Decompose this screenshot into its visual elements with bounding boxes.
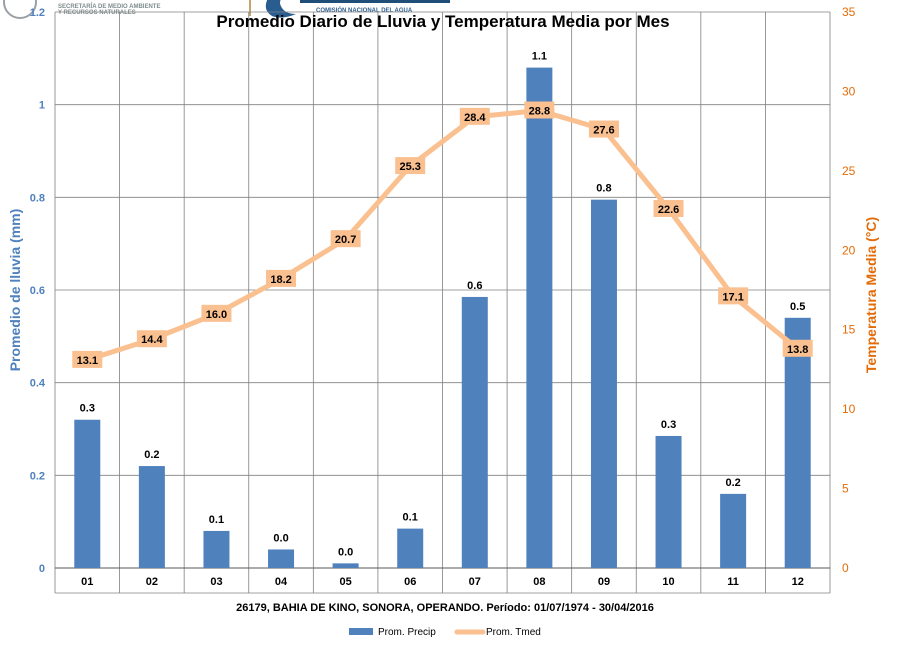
tmed-label-03: 16.0 [206, 309, 227, 321]
x-tick-05: 05 [340, 576, 352, 588]
bar-03 [203, 530, 230, 568]
bar-12 [784, 317, 811, 568]
bar-01 [74, 419, 101, 568]
bar-11 [720, 493, 747, 568]
y-right-axis-title: Temperatura Media (°C) [863, 217, 879, 373]
x-tick-08: 08 [533, 576, 545, 588]
x-tick-06: 06 [404, 576, 416, 588]
bar-07 [461, 296, 488, 568]
tmed-label-05: 20.7 [335, 234, 356, 246]
bar-label-05: 0.0 [338, 546, 353, 558]
conagua-subtitle: COMISIÓN NACIONAL DEL AGUA [316, 6, 413, 14]
x-tick-09: 09 [598, 576, 610, 588]
bar-label-02: 0.2 [144, 449, 159, 461]
tmed-label-11: 17.1 [722, 291, 743, 303]
conagua-emblem-icon [265, 0, 296, 18]
tmed-label-box-11 [718, 287, 749, 305]
x-axis-title: 26179, BAHIA DE KINO, SONORA, OPERANDO. … [236, 602, 654, 614]
legend-label-precip: Prom. Precip [378, 627, 436, 638]
y-left-tick-0: 0 [39, 563, 45, 575]
y-right-tick-7: 35 [842, 5, 856, 19]
semarnat-emblem-icon [3, 0, 37, 19]
semarnat-line2: Y RECURSOS NATURALES [58, 10, 136, 16]
tmed-label-box-05 [330, 230, 361, 248]
y-right-tick-6: 30 [842, 84, 856, 98]
tmed-label-box-04 [266, 269, 297, 287]
y-left-tick-1: 0.2 [30, 470, 45, 482]
x-tick-03: 03 [210, 576, 222, 588]
tmed-label-08: 28.8 [529, 105, 550, 117]
y-left-tick-6: 1.2 [30, 7, 45, 19]
tmed-label-box-07 [459, 107, 490, 125]
y-left-tick-4: 0.8 [30, 192, 45, 204]
conagua-logo: COMISIÓN NACIONAL DEL AGUA [249, 0, 450, 18]
bar-10 [655, 435, 682, 568]
y-left-tick-2: 0.4 [30, 378, 46, 390]
y-right-tick-0: 0 [842, 561, 849, 575]
y-left-tick-3: 0.6 [30, 285, 45, 297]
y-right-tick-2: 10 [842, 402, 856, 416]
semarnat-logo: SECRETARÍA DE MEDIO AMBIENTE Y RECURSOS … [3, 0, 160, 19]
y-right-tick-5: 25 [842, 164, 856, 178]
x-tick-04: 04 [275, 576, 288, 588]
bar-label-09: 0.8 [596, 183, 611, 195]
tmed-label-10: 22.6 [658, 204, 679, 216]
tmed-label-06: 25.3 [399, 161, 420, 173]
bar-08 [526, 67, 553, 568]
bar-label-10: 0.3 [661, 419, 676, 431]
bar-02 [138, 466, 165, 568]
tmed-label-04: 18.2 [270, 274, 291, 286]
bar-label-04: 0.0 [273, 532, 288, 544]
bar-04 [268, 549, 295, 568]
x-tick-12: 12 [792, 576, 804, 588]
tmed-label-box-02 [136, 330, 167, 348]
tmed-label-box-12 [782, 339, 813, 357]
conagua-wordmark-bar [300, 0, 450, 3]
bar-label-11: 0.2 [725, 477, 740, 489]
tmed-label-01: 13.1 [77, 355, 98, 367]
tmed-label-box-03 [201, 304, 232, 322]
tmed-label-box-06 [395, 157, 426, 175]
chart-text: 0.3 0.2 0.1 0.0 0.0 0.1 0.6 1.1 0.8 0.3 0.2 0.5 13.1… [7, 5, 879, 638]
bar-label-01: 0.3 [80, 403, 95, 415]
y-right-tick-1: 5 [842, 482, 849, 496]
legend-swatch-precip [349, 628, 373, 635]
tmed-label-12: 13.8 [787, 344, 808, 356]
y-left-tick-5: 1 [39, 100, 45, 112]
tmed-label-09: 27.6 [593, 125, 614, 137]
x-tick-02: 02 [146, 576, 158, 588]
x-tick-01: 01 [81, 576, 93, 588]
bar-label-07: 0.6 [467, 280, 482, 292]
tmed-label-box-09 [588, 120, 619, 138]
tmed-label-box-01 [72, 350, 103, 368]
y-right-tick-3: 15 [842, 323, 856, 337]
semarnat-line1: SECRETARÍA DE MEDIO AMBIENTE [58, 2, 160, 10]
y-left-axis-title: Promedio de lluvia (mm) [7, 209, 23, 372]
x-tick-11: 11 [727, 576, 739, 588]
legend-label-tmed: Prom. Tmed [486, 627, 541, 638]
y-right-tick-4: 20 [842, 243, 856, 257]
plot-area [54, 11, 831, 594]
bar-label-06: 0.1 [403, 512, 418, 524]
bar-06 [397, 528, 424, 568]
bar-label-12: 0.5 [790, 301, 805, 313]
bar-09 [590, 199, 617, 568]
tmed-label-box-08 [524, 101, 555, 119]
bar-label-08: 1.1 [532, 51, 547, 63]
tmed-label-07: 28.4 [464, 112, 486, 124]
bar-label-03: 0.1 [209, 514, 224, 526]
bar-05 [332, 563, 359, 568]
x-tick-10: 10 [662, 576, 674, 588]
chart-title: Promedio Diario de Lluvia y Temperatura … [216, 12, 669, 31]
tmed-label-02: 14.4 [141, 334, 163, 346]
tmed-label-box-10 [653, 199, 684, 217]
x-tick-07: 07 [469, 576, 481, 588]
